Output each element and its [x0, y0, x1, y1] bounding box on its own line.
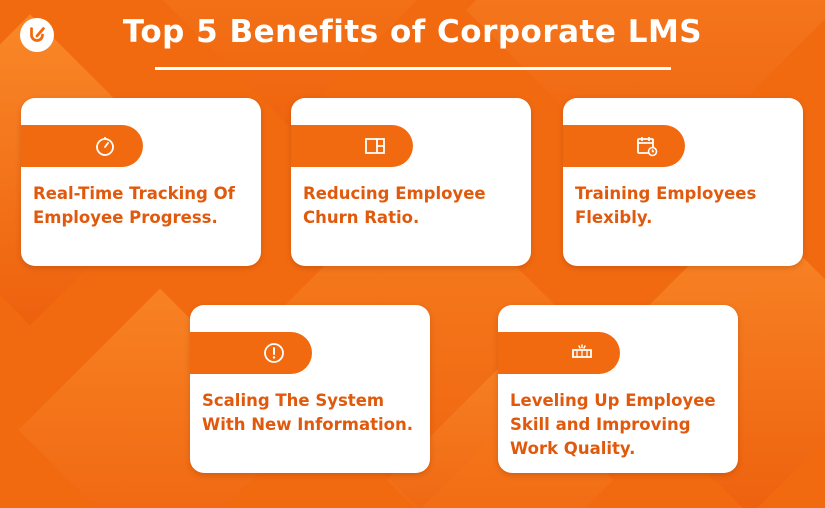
page-title: Top 5 Benefits of Corporate LMS: [122, 14, 703, 50]
icon-pill: [190, 332, 312, 374]
icon-pill: [21, 125, 143, 167]
icon-pill: [563, 125, 685, 167]
title-underline: [155, 67, 671, 70]
benefit-text: Training Employees Flexibly.: [575, 184, 757, 227]
benefit-card-2: Reducing Employee Churn Ratio.: [291, 98, 531, 266]
benefit-text: Real-Time Tracking Of Employee Progress.: [33, 184, 235, 227]
benefit-text: Scaling The System With New Information.: [202, 391, 413, 434]
benefit-card-3: Training Employees Flexibly.: [563, 98, 803, 266]
logo-icon: [30, 27, 45, 42]
speedometer-icon: [96, 137, 114, 156]
alert-icon: [264, 343, 284, 363]
benefit-text: Leveling Up Employee Skill and Improving…: [510, 391, 716, 458]
benefit-card-1: Real-Time Tracking Of Employee Progress.: [21, 98, 261, 266]
icon-pill: [291, 125, 413, 167]
level-bar-icon: [572, 344, 592, 358]
benefit-card-4: Scaling The System With New Information.: [190, 305, 430, 473]
icon-pill: [498, 332, 620, 374]
dashboard-layout-icon: [365, 138, 385, 154]
brand-logo: [20, 18, 54, 52]
benefit-text: Reducing Employee Churn Ratio.: [303, 184, 486, 227]
benefit-card-5: Leveling Up Employee Skill and Improving…: [498, 305, 738, 473]
calendar-clock-icon: [637, 137, 658, 157]
